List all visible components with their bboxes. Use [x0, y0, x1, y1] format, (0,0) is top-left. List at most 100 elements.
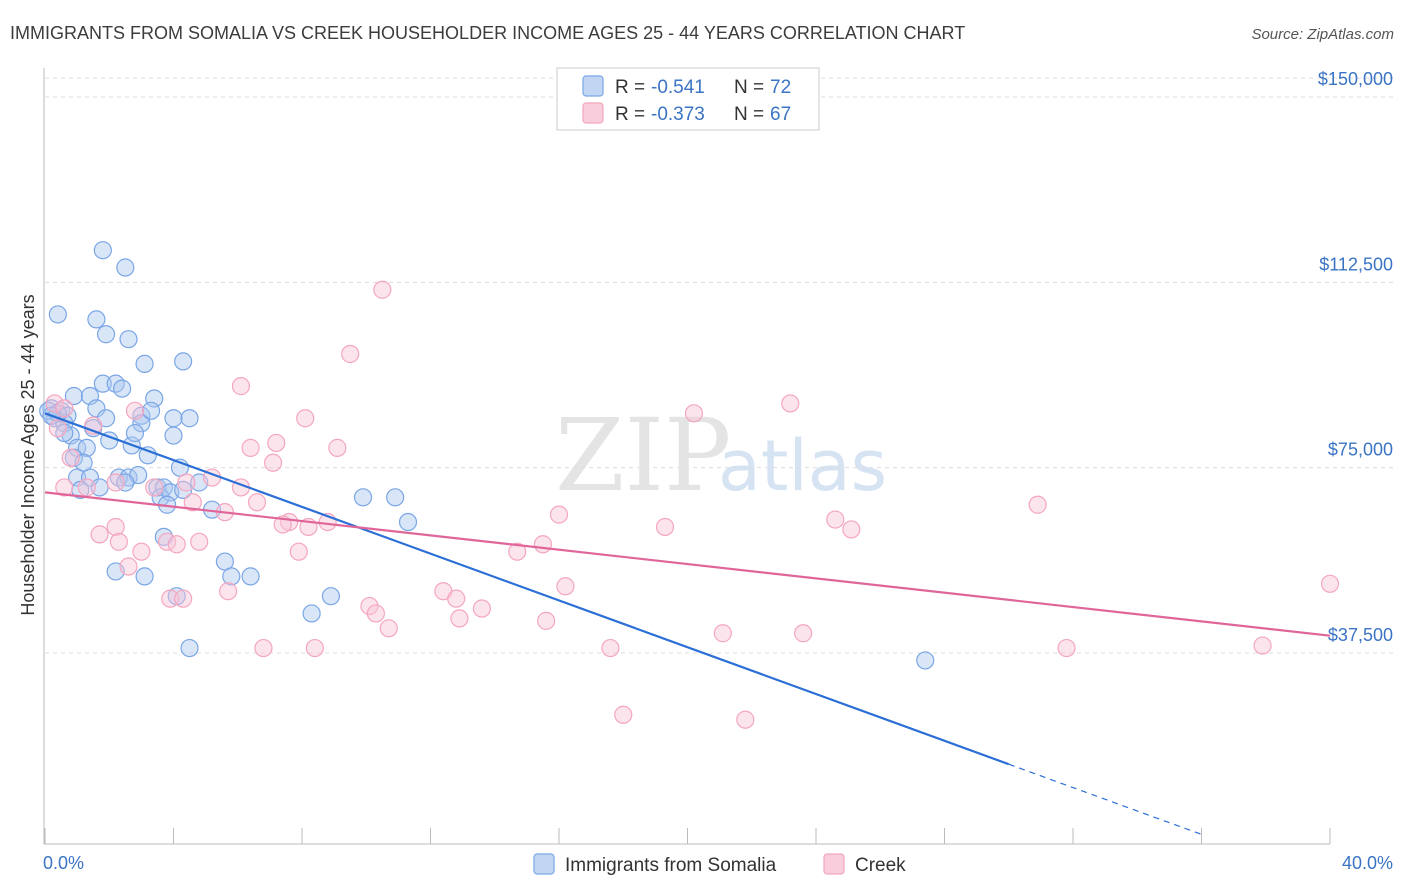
- point-creek: [1028, 495, 1047, 514]
- point-somalia: [64, 386, 84, 406]
- point-creek: [109, 532, 128, 551]
- point-creek: [794, 624, 813, 643]
- point-creek: [781, 394, 800, 413]
- x-tick-label-right: 40.0%: [1342, 853, 1393, 873]
- point-somalia: [302, 604, 321, 623]
- point-creek: [55, 399, 74, 418]
- trend-line-somalia-extension: [1008, 763, 1202, 835]
- point-creek: [341, 344, 360, 364]
- legend-bottom-swatch-creek: [823, 853, 845, 875]
- legend-swatch-somalia: [582, 75, 604, 97]
- point-creek: [684, 404, 704, 423]
- point-somalia: [164, 426, 183, 445]
- point-creek: [556, 577, 575, 596]
- point-creek: [826, 510, 845, 529]
- point-creek: [713, 624, 732, 643]
- point-somalia: [96, 325, 116, 344]
- point-creek: [366, 604, 385, 623]
- point-somalia: [180, 409, 199, 428]
- point-creek: [231, 377, 251, 396]
- watermark: ZIP atlas: [555, 397, 887, 514]
- point-somalia: [174, 352, 193, 371]
- point-creek: [167, 535, 186, 554]
- point-creek: [106, 517, 125, 537]
- legend-bottom-swatch-somalia: [533, 853, 555, 875]
- point-creek: [373, 280, 392, 299]
- x-tick-label-left: 0.0%: [43, 853, 84, 873]
- point-somalia: [93, 374, 112, 393]
- point-somalia: [916, 651, 935, 670]
- y-axis-label: Householder Income Ages 25 - 44 years: [18, 294, 38, 615]
- y-tick-label: $150,000: [1318, 69, 1393, 89]
- point-somalia: [93, 241, 112, 260]
- y-tick-label: $37,500: [1328, 625, 1393, 645]
- point-somalia: [45, 409, 64, 428]
- point-creek: [450, 609, 469, 628]
- legend-bottom-label-creek: Creek: [855, 855, 906, 876]
- point-somalia: [112, 379, 132, 398]
- point-somalia: [116, 473, 135, 492]
- point-creek: [328, 438, 347, 457]
- point-creek: [247, 493, 267, 512]
- point-somalia: [48, 305, 67, 324]
- point-creek: [360, 596, 379, 616]
- point-somalia: [116, 258, 135, 277]
- point-creek: [119, 557, 138, 576]
- legend-r-value-somalia: -0.541: [651, 77, 705, 98]
- point-creek: [267, 433, 286, 453]
- point-somalia: [321, 587, 341, 606]
- legend-top: R = -0.541 N = 72 R = -0.373 N = 67: [556, 67, 820, 131]
- point-creek: [508, 542, 527, 561]
- point-creek: [145, 478, 164, 497]
- axis-layer: $37,500 $75,000 $112,500 $150,000: [43, 68, 1393, 845]
- legend-n-label-somalia: N =: [734, 77, 764, 98]
- point-somalia: [222, 567, 241, 586]
- chart-source: Source: ZipAtlas.com: [1251, 26, 1394, 43]
- point-creek: [90, 525, 109, 544]
- point-somalia: [77, 438, 96, 457]
- point-creek: [241, 438, 260, 457]
- point-creek: [533, 535, 553, 554]
- point-somalia: [87, 399, 106, 418]
- point-somalia: [164, 409, 183, 428]
- legend-r-label-creek: R =: [615, 104, 645, 125]
- trend-layer: [44, 412, 1331, 835]
- watermark-zip: ZIP: [555, 397, 731, 514]
- point-creek: [736, 710, 755, 729]
- point-creek: [174, 589, 193, 608]
- points-layer: [39, 241, 1340, 729]
- point-creek: [1057, 638, 1076, 658]
- point-creek: [379, 619, 398, 638]
- point-creek: [305, 638, 324, 658]
- point-somalia: [87, 310, 106, 329]
- legend-bottom: Immigrants from Somalia Creek: [533, 853, 906, 876]
- legend-r-value-creek: -0.373: [651, 104, 705, 125]
- point-creek: [655, 517, 675, 537]
- point-creek: [161, 589, 180, 608]
- point-somalia: [353, 488, 373, 507]
- point-somalia: [398, 512, 418, 532]
- point-creek: [55, 478, 74, 497]
- point-creek: [177, 473, 196, 492]
- point-creek: [254, 638, 273, 658]
- point-somalia: [135, 567, 154, 586]
- point-somalia: [141, 401, 161, 420]
- point-creek: [289, 542, 308, 561]
- point-creek: [106, 473, 125, 492]
- point-creek: [125, 401, 145, 420]
- point-creek: [263, 453, 283, 472]
- point-creek: [537, 611, 556, 630]
- point-creek: [1320, 574, 1340, 593]
- point-creek: [77, 478, 96, 497]
- legend-bottom-label-somalia: Immigrants from Somalia: [565, 855, 777, 876]
- point-creek: [296, 409, 315, 428]
- point-creek: [601, 638, 620, 658]
- point-somalia: [138, 446, 157, 465]
- point-somalia: [135, 354, 154, 373]
- trend-line-creek: [44, 491, 1331, 637]
- point-creek: [447, 589, 466, 608]
- point-creek: [190, 532, 209, 551]
- legend-n-value-creek: 67: [770, 104, 791, 125]
